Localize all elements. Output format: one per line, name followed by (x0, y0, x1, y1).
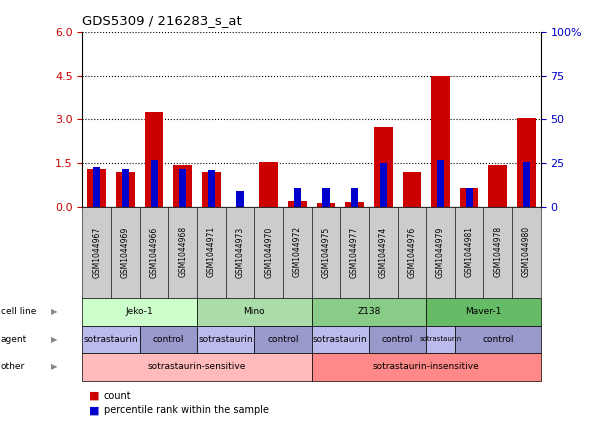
Text: GSM1044980: GSM1044980 (522, 226, 531, 277)
Bar (431, 76, 450, 207)
Text: GDS5309 / 216283_s_at: GDS5309 / 216283_s_at (82, 14, 242, 27)
Text: sotrastaurin: sotrastaurin (84, 335, 139, 344)
Bar (351, 188, 358, 207)
Bar (202, 172, 221, 207)
Bar (259, 162, 278, 207)
Bar (460, 188, 478, 207)
Bar (294, 188, 301, 207)
Text: sotrastaurin: sotrastaurin (199, 335, 253, 344)
Text: ■: ■ (89, 390, 99, 401)
Text: GSM1044966: GSM1044966 (150, 226, 159, 277)
Bar (488, 165, 507, 207)
Bar (466, 188, 473, 207)
Text: control: control (267, 335, 299, 344)
Text: ▶: ▶ (51, 335, 57, 344)
Text: other: other (1, 363, 25, 371)
Text: GSM1044972: GSM1044972 (293, 226, 302, 277)
Bar (379, 163, 387, 207)
Text: GSM1044973: GSM1044973 (235, 226, 244, 277)
Text: ▶: ▶ (51, 363, 57, 371)
Text: sotrastaurin-sensitive: sotrastaurin-sensitive (148, 363, 246, 371)
Text: GSM1044978: GSM1044978 (493, 226, 502, 277)
Bar (150, 160, 158, 207)
Bar (174, 165, 192, 207)
Text: Jeko-1: Jeko-1 (126, 308, 153, 316)
Text: GSM1044976: GSM1044976 (408, 226, 416, 277)
Text: control: control (382, 335, 413, 344)
Bar (374, 127, 392, 207)
Bar (345, 202, 364, 207)
Text: GSM1044977: GSM1044977 (350, 226, 359, 277)
Text: GSM1044967: GSM1044967 (92, 226, 101, 277)
Bar (208, 170, 215, 207)
Text: GSM1044971: GSM1044971 (207, 226, 216, 277)
Text: sotrastaurin-insensitive: sotrastaurin-insensitive (373, 363, 480, 371)
Text: GSM1044968: GSM1044968 (178, 226, 187, 277)
Text: control: control (482, 335, 513, 344)
Text: count: count (104, 390, 131, 401)
Text: GSM1044981: GSM1044981 (464, 226, 474, 277)
Text: Maver-1: Maver-1 (465, 308, 502, 316)
Bar (87, 169, 106, 207)
Bar (145, 112, 163, 207)
Bar (323, 188, 329, 207)
Bar (403, 172, 421, 207)
Bar (523, 162, 530, 207)
Text: agent: agent (1, 335, 27, 344)
Text: percentile rank within the sample: percentile rank within the sample (104, 405, 269, 415)
Text: sotrastaurin: sotrastaurin (419, 336, 462, 343)
Text: GSM1044969: GSM1044969 (121, 226, 130, 277)
Text: GSM1044975: GSM1044975 (321, 226, 331, 277)
Text: sotrastaurin: sotrastaurin (313, 335, 368, 344)
Text: Z138: Z138 (357, 308, 381, 316)
Text: GSM1044979: GSM1044979 (436, 226, 445, 277)
Bar (236, 192, 244, 207)
Bar (288, 201, 307, 207)
Bar (93, 167, 100, 207)
Bar (316, 203, 335, 207)
Text: GSM1044970: GSM1044970 (264, 226, 273, 277)
Text: ■: ■ (89, 405, 99, 415)
Bar (116, 172, 135, 207)
Bar (517, 118, 536, 207)
Text: Mino: Mino (244, 308, 265, 316)
Bar (179, 169, 186, 207)
Bar (122, 169, 129, 207)
Text: ▶: ▶ (51, 308, 57, 316)
Text: GSM1044974: GSM1044974 (379, 226, 388, 277)
Text: cell line: cell line (1, 308, 36, 316)
Bar (437, 160, 444, 207)
Text: control: control (153, 335, 184, 344)
